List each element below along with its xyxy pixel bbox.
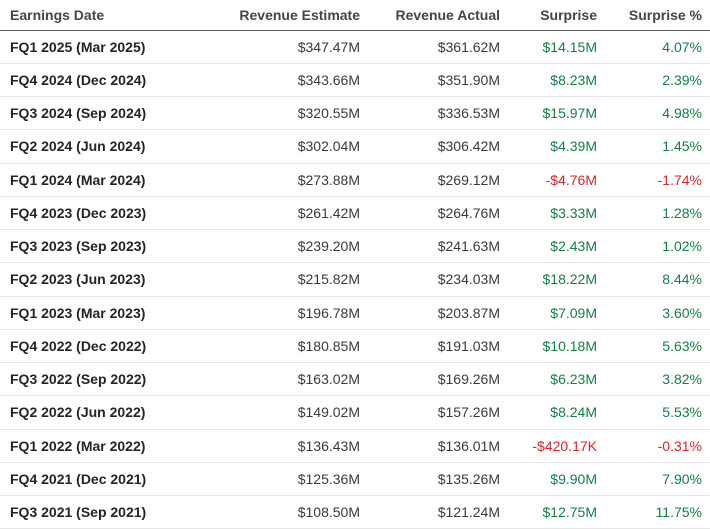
surprise-pct-cell: 1.02% xyxy=(605,229,710,264)
surprise-cell: -$4.76M xyxy=(508,163,605,197)
surprise-cell: $3.33M xyxy=(508,196,605,231)
surprise-cell: $18.22M xyxy=(508,262,605,297)
revenue-estimate-cell: $215.82M xyxy=(180,262,368,297)
surprise-pct-cell: -1.74% xyxy=(605,163,710,197)
table-row: FQ1 2024 (Mar 2024) $273.88M $269.12M -$… xyxy=(0,163,710,197)
surprise-cell: $15.97M xyxy=(508,96,605,131)
revenue-actual-cell: $361.62M xyxy=(368,30,508,64)
column-header-revenue-actual: Revenue Actual xyxy=(368,0,508,31)
surprise-cell: -$420.17K xyxy=(508,429,605,463)
surprise-cell: $6.23M xyxy=(508,362,605,397)
column-header-surprise-pct: Surprise % xyxy=(605,0,710,31)
surprise-cell: $10.18M xyxy=(508,329,605,364)
earnings-date-cell: FQ3 2022 (Sep 2022) xyxy=(0,362,180,397)
earnings-date-cell: FQ1 2024 (Mar 2024) xyxy=(0,163,180,197)
revenue-estimate-cell: $261.42M xyxy=(180,196,368,231)
table-row: FQ2 2023 (Jun 2023) $215.82M $234.03M $1… xyxy=(0,262,710,297)
surprise-pct-cell: 5.63% xyxy=(605,329,710,364)
surprise-pct-cell: 2.39% xyxy=(605,63,710,98)
table-row: FQ2 2024 (Jun 2024) $302.04M $306.42M $4… xyxy=(0,129,710,164)
surprise-cell: $9.90M xyxy=(508,462,605,497)
revenue-actual-cell: $241.63M xyxy=(368,229,508,264)
surprise-pct-cell: 4.07% xyxy=(605,30,710,64)
surprise-pct-cell: -0.31% xyxy=(605,429,710,463)
revenue-actual-cell: $121.24M xyxy=(368,495,508,529)
revenue-actual-cell: $306.42M xyxy=(368,129,508,164)
table-header: Earnings Date Revenue Estimate Revenue A… xyxy=(0,0,710,31)
surprise-cell: $14.15M xyxy=(508,30,605,64)
column-header-earnings-date: Earnings Date xyxy=(0,0,180,31)
revenue-estimate-cell: $125.36M xyxy=(180,462,368,497)
column-header-surprise: Surprise xyxy=(508,0,605,31)
earnings-date-cell: FQ4 2021 (Dec 2021) xyxy=(0,462,180,497)
earnings-date-cell: FQ3 2021 (Sep 2021) xyxy=(0,495,180,529)
revenue-actual-cell: $136.01M xyxy=(368,429,508,463)
revenue-actual-cell: $264.76M xyxy=(368,196,508,231)
revenue-actual-cell: $234.03M xyxy=(368,262,508,297)
revenue-estimate-cell: $302.04M xyxy=(180,129,368,164)
revenue-estimate-cell: $239.20M xyxy=(180,229,368,264)
column-header-revenue-estimate: Revenue Estimate xyxy=(180,0,368,31)
table-row: FQ4 2022 (Dec 2022) $180.85M $191.03M $1… xyxy=(0,329,710,364)
table-row: FQ4 2023 (Dec 2023) $261.42M $264.76M $3… xyxy=(0,196,710,231)
earnings-date-cell: FQ1 2023 (Mar 2023) xyxy=(0,296,180,330)
revenue-actual-cell: $203.87M xyxy=(368,296,508,330)
table-row: FQ3 2022 (Sep 2022) $163.02M $169.26M $6… xyxy=(0,362,710,397)
surprise-pct-cell: 3.82% xyxy=(605,362,710,397)
surprise-cell: $2.43M xyxy=(508,229,605,264)
surprise-cell: $8.23M xyxy=(508,63,605,98)
surprise-pct-cell: 4.98% xyxy=(605,96,710,131)
earnings-date-cell: FQ4 2023 (Dec 2023) xyxy=(0,196,180,231)
surprise-pct-cell: 1.28% xyxy=(605,196,710,231)
earnings-date-cell: FQ3 2023 (Sep 2023) xyxy=(0,229,180,264)
revenue-estimate-cell: $347.47M xyxy=(180,30,368,64)
table-row: FQ3 2024 (Sep 2024) $320.55M $336.53M $1… xyxy=(0,96,710,131)
revenue-actual-cell: $169.26M xyxy=(368,362,508,397)
earnings-date-cell: FQ4 2022 (Dec 2022) xyxy=(0,329,180,364)
surprise-pct-cell: 5.53% xyxy=(605,395,710,430)
earnings-date-cell: FQ2 2024 (Jun 2024) xyxy=(0,129,180,164)
surprise-pct-cell: 11.75% xyxy=(605,495,710,529)
table-row: FQ1 2023 (Mar 2023) $196.78M $203.87M $7… xyxy=(0,296,710,330)
table-row: FQ4 2021 (Dec 2021) $125.36M $135.26M $9… xyxy=(0,462,710,497)
surprise-pct-cell: 3.60% xyxy=(605,296,710,330)
table-row: FQ2 2022 (Jun 2022) $149.02M $157.26M $8… xyxy=(0,395,710,430)
revenue-estimate-cell: $320.55M xyxy=(180,96,368,131)
surprise-pct-cell: 1.45% xyxy=(605,129,710,164)
revenue-actual-cell: $351.90M xyxy=(368,63,508,98)
revenue-actual-cell: $135.26M xyxy=(368,462,508,497)
table-row: FQ3 2021 (Sep 2021) $108.50M $121.24M $1… xyxy=(0,495,710,529)
revenue-actual-cell: $157.26M xyxy=(368,395,508,430)
revenue-actual-cell: $336.53M xyxy=(368,96,508,131)
earnings-date-cell: FQ1 2022 (Mar 2022) xyxy=(0,429,180,463)
revenue-estimate-cell: $149.02M xyxy=(180,395,368,430)
surprise-cell: $8.24M xyxy=(508,395,605,430)
table-row: FQ4 2024 (Dec 2024) $343.66M $351.90M $8… xyxy=(0,63,710,98)
table-row: FQ3 2023 (Sep 2023) $239.20M $241.63M $2… xyxy=(0,229,710,264)
revenue-estimate-cell: $196.78M xyxy=(180,296,368,330)
revenue-estimate-cell: $136.43M xyxy=(180,429,368,463)
revenue-estimate-cell: $108.50M xyxy=(180,495,368,529)
earnings-date-cell: FQ4 2024 (Dec 2024) xyxy=(0,63,180,98)
revenue-actual-cell: $191.03M xyxy=(368,329,508,364)
earnings-date-cell: FQ2 2022 (Jun 2022) xyxy=(0,395,180,430)
revenue-estimate-cell: $273.88M xyxy=(180,163,368,197)
surprise-cell: $12.75M xyxy=(508,495,605,529)
revenue-estimate-cell: $343.66M xyxy=(180,63,368,98)
table-body: FQ1 2025 (Mar 2025) $347.47M $361.62M $1… xyxy=(0,30,710,529)
table-row: FQ1 2022 (Mar 2022) $136.43M $136.01M -$… xyxy=(0,429,710,463)
table-row: FQ1 2025 (Mar 2025) $347.47M $361.62M $1… xyxy=(0,30,710,64)
revenue-estimate-cell: $180.85M xyxy=(180,329,368,364)
revenue-actual-cell: $269.12M xyxy=(368,163,508,197)
surprise-cell: $4.39M xyxy=(508,129,605,164)
revenue-estimate-cell: $163.02M xyxy=(180,362,368,397)
earnings-date-cell: FQ2 2023 (Jun 2023) xyxy=(0,262,180,297)
header-row: Earnings Date Revenue Estimate Revenue A… xyxy=(0,0,710,31)
earnings-date-cell: FQ1 2025 (Mar 2025) xyxy=(0,30,180,64)
earnings-date-cell: FQ3 2024 (Sep 2024) xyxy=(0,96,180,131)
surprise-pct-cell: 8.44% xyxy=(605,262,710,297)
surprise-cell: $7.09M xyxy=(508,296,605,330)
surprise-pct-cell: 7.90% xyxy=(605,462,710,497)
